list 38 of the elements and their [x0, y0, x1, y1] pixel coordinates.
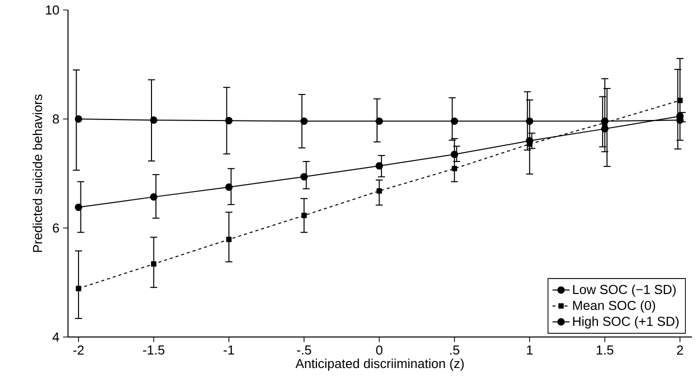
point	[300, 117, 308, 125]
x-tick-label: -2	[73, 346, 84, 355]
y-tick-label: 6	[52, 223, 59, 233]
point	[150, 193, 158, 201]
y-tick-label: 10	[46, 5, 59, 15]
point	[526, 137, 534, 144]
point	[225, 183, 233, 191]
x-tick-label: 1.5	[596, 346, 614, 355]
point	[150, 116, 158, 124]
point	[301, 212, 307, 218]
x-axis-title: Anticipated discriimination (z)	[296, 358, 464, 371]
y-axis-title: Predicted suicide behaviors	[32, 94, 42, 252]
point	[601, 125, 608, 133]
point	[376, 188, 382, 194]
x-tick-label: 0	[376, 346, 382, 355]
point	[225, 116, 233, 124]
point	[300, 173, 308, 180]
legend-label: Low SOC (−1 SD)	[573, 284, 676, 297]
x-tick-label: .5	[450, 346, 460, 355]
point	[74, 204, 82, 211]
point	[526, 117, 534, 125]
point	[376, 117, 383, 125]
point	[151, 261, 156, 267]
point	[450, 117, 458, 125]
x-tick-label: -1	[224, 346, 234, 354]
x-tick-label: -.5	[297, 346, 312, 355]
x-tick-label: -1.5	[143, 346, 164, 355]
point	[450, 150, 458, 158]
y-tick-label: 8	[52, 114, 59, 124]
x-tick-label: 1	[526, 346, 533, 354]
x-tick-label: 2	[677, 346, 683, 355]
legend-label: High SOC (+1 SD)	[573, 316, 679, 329]
point	[74, 115, 82, 123]
point	[226, 236, 232, 242]
point	[452, 166, 458, 172]
legend-label: Mean SOC (0)	[573, 300, 656, 313]
point	[376, 162, 383, 170]
y-tick-label: 4	[52, 332, 60, 342]
